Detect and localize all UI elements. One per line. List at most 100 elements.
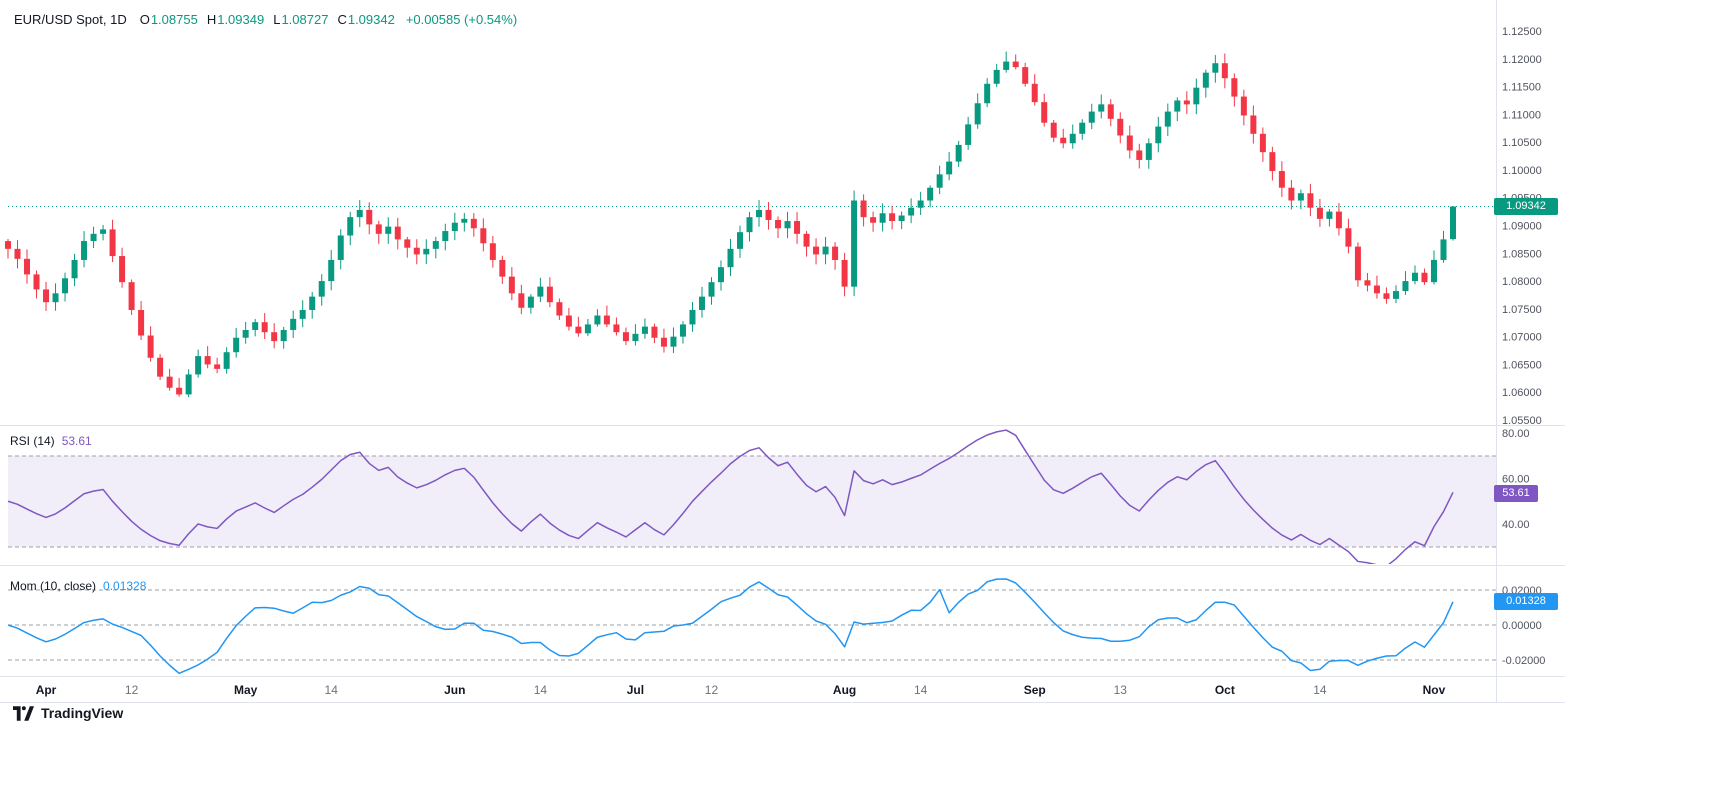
candle [613,317,620,336]
candle [556,298,563,320]
candle [1316,198,1323,227]
price-axis-label: 1.05500 [1502,415,1542,427]
candle [366,202,373,235]
momentum-title[interactable]: Mom (10, close) [10,579,97,593]
time-axis-label: Apr [36,683,57,697]
candle [1259,127,1266,162]
candle [1050,120,1057,143]
candle [166,368,173,391]
candle [1164,103,1171,136]
candle [337,229,344,270]
candle [965,116,972,150]
candle [622,327,629,345]
candle [356,200,363,227]
candle [1126,125,1133,159]
time-axis-label: Aug [833,683,856,697]
candle [565,307,572,331]
price-axis[interactable]: 1.12500 1.12000 1.11500 1.11000 1.10500 1.100… [1502,26,1542,427]
price-axis-label: 1.06000 [1502,387,1542,399]
candle [1345,218,1352,254]
candle [927,185,934,208]
price-axis-label: 1.10000 [1502,165,1542,177]
price-axis-label: 1.06500 [1502,359,1542,371]
rsi-axis-label: 60.00 [1502,474,1530,486]
candle [71,253,78,287]
ohlc-low-key: L [273,12,281,27]
candle [318,274,325,306]
candle [1031,74,1038,106]
candle [889,205,896,230]
chart-legend: EUR/USD Spot, 1D O1.08755 H1.09349 L1.08… [14,12,517,27]
candle [632,324,639,346]
time-axis-label: Sep [1024,683,1046,697]
candle [1136,143,1143,169]
momentum-legend: Mom (10, close) 0.01328 [10,579,146,593]
candle [176,377,183,397]
candle [746,212,753,242]
candle [347,211,354,246]
candle [1003,51,1010,73]
time-axis-label: Jul [627,683,644,697]
price-axis-label: 1.11000 [1502,109,1541,121]
candle [1354,242,1361,287]
candle [1240,89,1247,126]
candle [679,321,686,344]
rsi-legend: RSI (14) 53.61 [10,434,92,448]
candle [879,203,886,232]
price-axis-label: 1.10500 [1502,137,1542,149]
candle [974,93,981,129]
candle [299,300,306,328]
candle [271,323,278,349]
candle [1069,124,1076,149]
candle [641,318,648,339]
rsi-plot [7,429,1454,564]
price-axis-label: 1.09000 [1502,221,1542,233]
candle [1402,271,1409,295]
time-axis-label: 12 [705,683,719,697]
candle [470,212,477,237]
candle [1079,119,1086,140]
price-axis-label: 1.08500 [1502,248,1542,260]
candle [1041,93,1048,127]
candle [1269,146,1276,181]
time-axis[interactable]: Apr 12 May 14 Jun 14 Jul 12 Aug 14 Sep 13 Oct 14 Nov [36,683,1446,697]
ohlc-open-key: O [139,12,150,27]
candle [204,346,211,369]
price-axis-label: 1.11500 [1502,82,1541,94]
candle [1145,138,1152,169]
candle [908,198,915,224]
candle [1421,268,1428,285]
candle [537,277,544,303]
candle [1430,250,1437,285]
rsi-axis[interactable]: 80.00 60.00 40.00 [1502,428,1530,531]
candle [1174,97,1181,122]
momentum-axis-label: -0.02000 [1502,655,1545,667]
candle [242,321,249,344]
ohlc-high-key: H [206,12,217,27]
candle [223,347,230,374]
candle [1098,94,1105,119]
candle [432,236,439,259]
candle [784,211,791,239]
candle [803,231,810,257]
candle [518,284,525,315]
candle [993,63,1000,88]
ohlc-close: C1.09342 [337,12,394,27]
ohlc-open-value: 1.08755 [150,12,198,27]
price-axis-label: 1.07500 [1502,304,1542,316]
candle [822,236,829,265]
candle [157,354,164,381]
candlestick-series [5,51,1456,398]
tradingview-logo[interactable]: TradingView [13,705,123,721]
candle [52,283,59,311]
candle [984,78,991,108]
symbol-title[interactable]: EUR/USD Spot, 1D [14,12,127,27]
rsi-badge: 53.61 [1494,484,1538,502]
rsi-title[interactable]: RSI (14) [10,434,55,448]
candle [33,270,40,299]
candle [660,328,667,353]
mom-badge: 0.01328 [1494,593,1558,611]
candle [185,369,192,398]
candle [1183,91,1190,115]
